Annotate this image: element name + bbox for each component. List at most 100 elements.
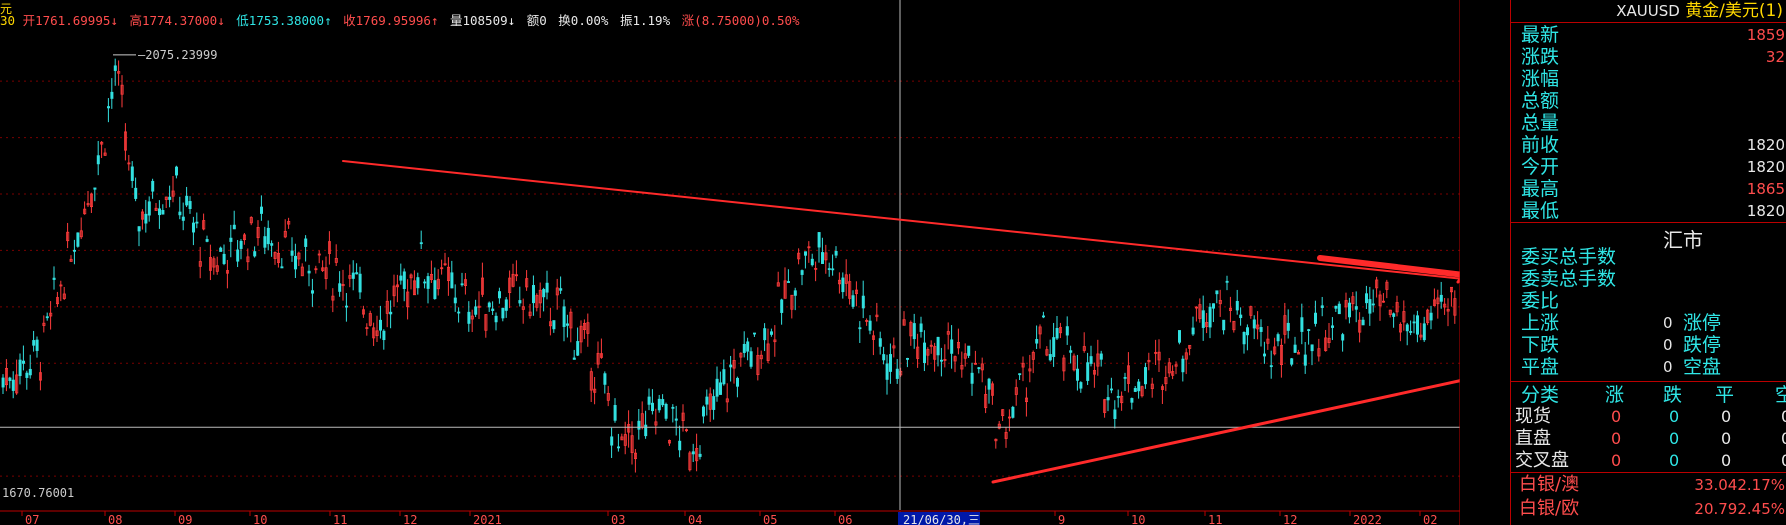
market-row: 委比 <box>1515 290 1786 312</box>
candle-body <box>572 357 576 360</box>
candle-body <box>1201 310 1205 328</box>
category-value: 0 <box>1611 407 1622 426</box>
candle-body <box>406 291 410 308</box>
candle-body <box>1293 344 1297 353</box>
candle-body <box>1388 309 1392 315</box>
candle-body <box>1382 300 1386 303</box>
quote-label: 总额 <box>1521 90 1560 112</box>
candle-body <box>963 353 967 359</box>
time-tick-label: 03 <box>611 513 625 525</box>
candle-body <box>45 316 49 319</box>
candle-body <box>1232 320 1236 331</box>
candle-body <box>1055 328 1059 339</box>
candle-body <box>1167 362 1171 374</box>
candle-body <box>1113 409 1117 419</box>
category-label: 直盘 <box>1515 428 1551 449</box>
candle-body <box>977 367 981 370</box>
candle-body <box>239 240 243 249</box>
candle-body <box>525 278 529 288</box>
candle-body <box>895 368 899 379</box>
candle-body <box>361 309 365 315</box>
max-price-label: —2075.23999 <box>138 48 217 62</box>
candle-body <box>334 257 338 263</box>
candle-body <box>263 236 267 248</box>
candle-body <box>518 300 522 304</box>
candle-body <box>596 352 600 365</box>
candle-body <box>1014 387 1018 395</box>
time-axis: 07 08 09 10 11 12 2021 03 04 05 06 21/06/30,三 9 10 11 1… <box>0 510 1460 525</box>
candle-body <box>698 453 702 457</box>
candle-body <box>664 403 668 419</box>
candle-body <box>844 274 848 284</box>
candle-body <box>685 429 689 432</box>
candle-body <box>107 106 111 109</box>
candle-body <box>902 319 906 326</box>
candle-body <box>1351 296 1355 305</box>
candle-body <box>157 208 161 216</box>
candle-body <box>848 281 852 299</box>
category-header-cell: 平 <box>1715 384 1735 406</box>
crosshair-date-bg <box>898 512 980 525</box>
candle-body <box>606 393 610 401</box>
category-row: 现货 0 0 0 0 <box>1515 406 1786 428</box>
candle-body <box>378 319 382 331</box>
candle-body <box>222 253 226 264</box>
candle-body <box>1079 382 1083 389</box>
candle-body <box>1137 381 1141 392</box>
candle-body <box>974 362 978 365</box>
category-value: 0 <box>1721 451 1732 470</box>
quote-row: 总量 <box>1515 112 1786 134</box>
candle-body <box>130 166 134 181</box>
quote-row: 涨幅 <box>1515 68 1786 90</box>
breadth-label: 上涨 <box>1521 312 1560 334</box>
candle-body <box>936 336 940 356</box>
category-header: 分类 涨 跌 平 空 <box>1515 384 1786 406</box>
candle-body <box>42 322 46 326</box>
candle-body <box>1072 355 1076 371</box>
candle-body <box>552 320 556 330</box>
candle-body <box>763 328 767 341</box>
candle-body <box>1089 356 1093 364</box>
candle-body <box>562 306 566 327</box>
candle-body <box>402 271 406 289</box>
quote-row: 前收 1820 <box>1515 134 1786 156</box>
candle-body <box>933 346 937 360</box>
candle-body <box>1433 299 1437 306</box>
candle-body <box>1249 306 1253 316</box>
divider <box>1511 472 1786 473</box>
candle-body <box>1307 329 1311 331</box>
candle-body <box>756 355 760 376</box>
candle-body <box>589 371 593 391</box>
candle-body <box>276 252 280 263</box>
candle-body <box>657 398 661 411</box>
category-header-cell: 分类 <box>1521 384 1560 406</box>
candle-body <box>545 282 549 293</box>
symbol-code: XAUUSD <box>1616 2 1680 20</box>
candle-body <box>185 195 189 206</box>
candle-body <box>304 238 308 247</box>
candle-body <box>1123 376 1127 379</box>
market-label: 委买总手数 <box>1521 246 1617 268</box>
cross-row: 白银/欧 20.792.45% <box>1515 498 1786 520</box>
candle-body <box>8 377 12 381</box>
candle-body <box>103 152 107 156</box>
candle-body <box>321 267 325 271</box>
candle-body <box>1303 354 1307 366</box>
category-header-cell: 涨 <box>1605 384 1625 406</box>
candle-body <box>980 363 984 371</box>
candle-body <box>1035 339 1039 344</box>
price-grid <box>0 80 1460 477</box>
candle-body <box>634 452 638 460</box>
candle-body <box>1297 351 1301 355</box>
quote-panel: XAUUSD 黄金/美元(1) 最新 1859 涨跌 32 涨幅 总额 总量 前收 1820 今开… <box>1510 0 1786 525</box>
candle-body <box>463 279 467 287</box>
cross-value: 33.042.17% <box>1694 476 1785 494</box>
category-value: 0 <box>1669 407 1680 426</box>
candle-body <box>96 155 100 165</box>
time-tick-label: 07 <box>25 513 39 525</box>
candle-body <box>967 345 971 356</box>
candle-body <box>1028 368 1032 372</box>
candle-body <box>1103 399 1107 413</box>
trendline <box>991 379 1460 484</box>
